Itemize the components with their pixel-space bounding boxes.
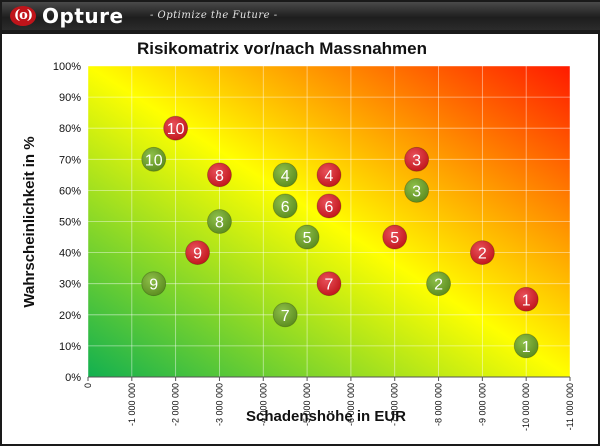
bubble-label: 6 <box>325 199 334 216</box>
y-axis-ticks: 0% 10% 20% 30% 40% 50% 60% 70% 80% 90% 100% <box>53 61 81 384</box>
bubble-after-7: 7 <box>272 302 298 328</box>
bubble-marker <box>163 115 189 141</box>
x-axis-ticks: 0 -1 000 000 -2 000 000 -3 000 000 -4 000 00… <box>83 376 575 431</box>
x-axis-title: Schadenshöhe in EUR <box>246 408 406 425</box>
y-tick-label: 90% <box>59 92 81 104</box>
x-tick-label: -6 000 000 <box>346 383 356 426</box>
bubble-label: 7 <box>325 277 334 294</box>
bubble-marker <box>382 224 408 250</box>
brand-name: Opture <box>42 4 124 28</box>
bubble-before-3: 3 <box>404 146 430 172</box>
bubble-after-5: 5 <box>294 224 320 250</box>
x-tick-label: -8 000 000 <box>434 383 444 426</box>
bubble-marker <box>272 193 298 219</box>
x-tick-label: -9 000 000 <box>477 383 487 426</box>
bubble-after-8: 8 <box>207 209 232 234</box>
x-tick-label: -10 000 000 <box>521 383 531 431</box>
bubble-marker <box>316 193 342 219</box>
y-tick-label: 50% <box>59 217 81 229</box>
header-banner: (o) Opture - Optimize the Future - <box>2 2 600 30</box>
bubble-after-4: 4 <box>272 162 298 188</box>
bubble-marker <box>207 162 232 188</box>
bubble-label: 9 <box>193 246 202 263</box>
y-tick-label: 100% <box>53 61 81 73</box>
bubble-after-2: 2 <box>426 271 451 297</box>
x-tick-label: -4 000 000 <box>258 383 268 426</box>
y-tick-label: 40% <box>59 248 81 260</box>
bubble-label: 8 <box>215 168 224 185</box>
bubble-marker <box>141 146 167 172</box>
brand-tagline: - Optimize the Future - <box>150 10 278 21</box>
bubble-marker <box>316 271 342 297</box>
x-tick-label: -1 000 000 <box>127 383 137 426</box>
bubble-marker <box>469 240 495 266</box>
bubble-before-6: 6 <box>316 193 342 219</box>
y-axis-title: Wahrscheinlichkeit in % <box>21 136 38 307</box>
bubble-before-5: 5 <box>382 224 408 250</box>
bubble-before-2: 2 <box>469 240 495 266</box>
bubble-label: 9 <box>149 277 158 294</box>
bubble-label: 10 <box>145 152 163 169</box>
x-tick-label: 0 <box>83 383 93 388</box>
bubble-before-7: 7 <box>316 271 342 297</box>
bubble-before-1: 1 <box>513 286 539 312</box>
y-tick-label: 30% <box>59 279 81 291</box>
bubble-label: 1 <box>522 292 531 309</box>
bubble-label: 10 <box>167 121 185 138</box>
bubble-label: 6 <box>281 199 290 216</box>
bubble-marker <box>141 271 167 297</box>
bubble-marker <box>404 146 430 172</box>
bubble-after-9: 9 <box>141 271 167 297</box>
bubble-marker <box>404 177 430 203</box>
bubble-marker <box>426 271 451 297</box>
x-tick-label: -7 000 000 <box>390 383 400 426</box>
bubble-label: 2 <box>434 277 443 294</box>
bubble-label: 1 <box>522 339 531 356</box>
y-tick-label: 10% <box>59 341 81 353</box>
bubble-after-3: 3 <box>404 177 430 203</box>
bubble-marker <box>294 224 320 250</box>
bubble-after-6: 6 <box>272 193 298 219</box>
y-tick-label: 70% <box>59 154 81 166</box>
bubble-label: 8 <box>215 215 224 232</box>
bubble-label: 3 <box>412 183 421 200</box>
bubble-marker <box>513 333 539 359</box>
bubble-marker <box>272 162 298 188</box>
bubble-label: 5 <box>390 230 399 247</box>
bubble-label: 4 <box>281 168 290 185</box>
y-tick-label: 20% <box>59 310 81 322</box>
y-tick-label: 0% <box>65 372 81 384</box>
x-tick-label: -5 000 000 <box>302 383 312 426</box>
bubble-marker <box>207 209 232 234</box>
bubble-label: 3 <box>412 152 421 169</box>
bubble-marker <box>272 302 298 328</box>
bubble-label: 5 <box>303 230 312 247</box>
bubble-marker <box>185 240 210 266</box>
bubble-marker <box>513 286 539 312</box>
bubble-before-4: 4 <box>316 162 342 188</box>
bubble-before-8: 8 <box>207 162 232 188</box>
bubble-before-10: 10 <box>163 115 189 141</box>
bubble-after-1: 1 <box>513 333 539 359</box>
bubble-marker <box>316 162 342 188</box>
bubble-label: 7 <box>281 308 290 325</box>
bubble-label: 2 <box>478 246 487 263</box>
y-tick-label: 60% <box>59 185 81 197</box>
bubble-before-9: 9 <box>185 240 210 266</box>
bubble-after-10: 10 <box>141 146 167 172</box>
x-tick-label: -2 000 000 <box>171 383 181 426</box>
bubble-label: 4 <box>325 168 334 185</box>
chart-title: Risikomatrix vor/nach Massnahmen <box>137 39 427 58</box>
y-tick-label: 80% <box>59 123 81 135</box>
x-tick-label: -11 000 000 <box>565 383 575 430</box>
x-tick-label: -3 000 000 <box>214 383 224 426</box>
header-divider <box>2 30 600 34</box>
opture-logo-icon: (o) <box>10 6 36 26</box>
